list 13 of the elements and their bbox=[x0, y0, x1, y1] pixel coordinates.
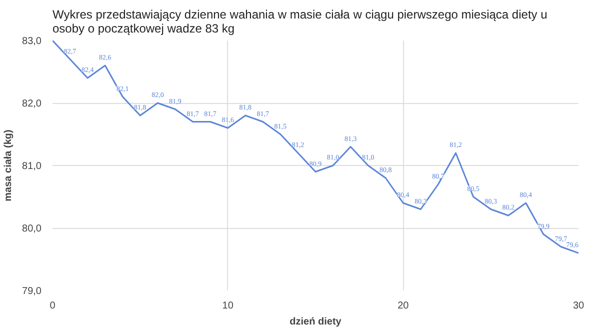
chart-title: Wykres przedstawiający dzienne wahania w masie ciała w ciągu pierwszego miesiąca diety u osoby o początkowej wadze 83 kg bbox=[52, 8, 548, 36]
x-tick-label: 10 bbox=[222, 300, 234, 312]
line-series bbox=[52, 40, 578, 254]
x-tick-label: 20 bbox=[398, 300, 410, 312]
y-tick-label: 81,0 bbox=[22, 161, 42, 172]
y-tick-label: 83,0 bbox=[22, 36, 42, 47]
y-tick-label: 82,0 bbox=[22, 98, 42, 110]
x-tick-label: 30 bbox=[572, 300, 584, 312]
y-tick-label: 80,0 bbox=[22, 224, 42, 234]
x-tick-label: 0 bbox=[50, 300, 56, 312]
y-axis-title: masa ciała (kg) bbox=[3, 130, 14, 202]
y-tick-label: 79,0 bbox=[22, 286, 42, 297]
x-axis-title: dzień diety bbox=[290, 316, 342, 328]
